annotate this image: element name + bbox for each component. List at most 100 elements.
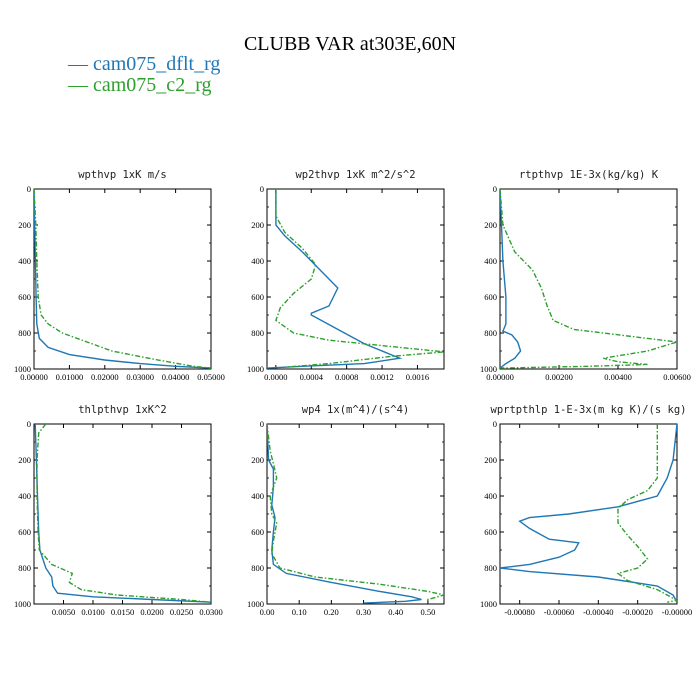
panel-title: wpthvp 1xK m/s <box>78 169 167 181</box>
legend-label-c2: cam075_c2_rg <box>93 74 212 96</box>
x-tick-label: -0.00020 <box>622 607 652 617</box>
y-tick-label: 400 <box>484 491 497 501</box>
y-tick-label: 0 <box>27 184 31 194</box>
series-line-dflt <box>34 424 211 603</box>
plot-frame <box>33 188 212 370</box>
x-tick-label: 0.0050 <box>52 607 75 617</box>
series-line-c2 <box>267 424 444 603</box>
series-line-dflt <box>34 189 211 369</box>
x-tick-label: 0.00600 <box>663 372 691 382</box>
y-tick-label: 1000 <box>480 599 497 609</box>
y-tick-label: 200 <box>484 220 497 230</box>
y-tick-label: 1000 <box>14 599 31 609</box>
x-tick-label: 0.03000 <box>126 372 154 382</box>
x-tick-label: 0.01000 <box>56 372 84 382</box>
y-tick-label: 1000 <box>480 364 497 374</box>
plot-frame <box>33 423 212 605</box>
panel-title: wp4 1x(m^4)/(s^4) <box>302 404 409 416</box>
legend-label-dflt: cam075_dflt_rg <box>93 53 220 75</box>
series-line-c2 <box>36 424 211 603</box>
x-tick-label: 0.0200 <box>140 607 163 617</box>
x-tick-label: 0.00200 <box>545 372 573 382</box>
x-tick-label: 0.10 <box>292 607 307 617</box>
y-tick-label: 800 <box>18 328 31 338</box>
x-tick-label: 0.0016 <box>406 372 429 382</box>
panel-3: rtpthvp 1E-3x(kg/kg) K020040060080010000… <box>480 169 691 382</box>
y-tick-label: 200 <box>251 220 264 230</box>
panel-2: wp2thvp 1xK m^2/s^2020040060080010000.00… <box>247 169 445 382</box>
x-tick-label: -0.00080 <box>504 607 534 617</box>
plot-frame <box>499 188 678 370</box>
series-line-dflt <box>500 189 522 369</box>
y-tick-label: 600 <box>251 292 264 302</box>
plot-frame <box>266 188 445 370</box>
panel-6: wprtpthlp 1-E-3x(m kg K)/(s kg) 0 200 400 60… <box>480 404 692 617</box>
y-tick-label: 1000 <box>247 599 264 609</box>
x-tick-label: 0.04000 <box>162 372 190 382</box>
x-tick-label: 0.30 <box>356 607 371 617</box>
x-tick-label: -0.00000 <box>662 607 692 617</box>
figure-title: CLUBB VAR at303E,60N <box>244 33 456 55</box>
y-tick-label: 400 <box>18 491 31 501</box>
panel-title: thlpthvp 1xK^2 <box>78 404 167 416</box>
x-tick-label: 0.00 <box>260 607 275 617</box>
y-tick-label: 400 <box>484 256 497 266</box>
y-tick-label: 200 <box>18 455 31 465</box>
x-tick-label: -0.00040 <box>583 607 613 617</box>
y-tick-label: 200 <box>484 455 497 465</box>
y-tick-label: 0 <box>493 419 497 429</box>
y-tick-label: 600 <box>18 527 31 537</box>
x-tick-label: 0.0008 <box>335 372 358 382</box>
x-tick-label: 0.0300 <box>199 607 222 617</box>
legend-entry-c2: — cam075_c2_rg <box>67 74 212 96</box>
y-tick-label: 0 <box>260 184 264 194</box>
y-tick-label: 600 <box>251 527 264 537</box>
x-tick-label: 0.0000 <box>264 372 287 382</box>
y-tick-label: 0 <box>27 419 31 429</box>
y-tick-label: 200 <box>18 220 31 230</box>
series-line-dflt <box>267 424 422 604</box>
y-tick-label: 600 <box>484 527 497 537</box>
x-tick-label: 0.02000 <box>91 372 119 382</box>
x-tick-label: 0.0012 <box>370 372 393 382</box>
x-tick-label: 0.0004 <box>300 372 324 382</box>
y-tick-label: 200 <box>251 455 264 465</box>
panel-4: thlpthvp 1xK^2 0 200 400 600 800 1000 0.0050 0.0… <box>14 404 223 617</box>
series-line-c2 <box>500 189 677 369</box>
y-tick-label: 1000 <box>14 364 31 374</box>
y-tick-label: 800 <box>18 563 31 573</box>
y-tick-label: 800 <box>251 328 264 338</box>
plot-frame <box>266 423 445 605</box>
y-tick-label: 800 <box>484 563 497 573</box>
series-line-dflt <box>500 424 677 603</box>
panel-title: wprtpthlp 1-E-3x(m kg K)/(s kg) <box>491 404 687 416</box>
x-tick-label: 0.0250 <box>170 607 193 617</box>
y-tick-label: 400 <box>18 256 31 266</box>
y-tick-label: 800 <box>484 328 497 338</box>
series-line-dflt <box>267 189 403 369</box>
x-tick-label: -0.00060 <box>544 607 574 617</box>
panel-title: rtpthvp 1E-3x(kg/kg) K <box>519 169 659 181</box>
x-tick-label: 0.05000 <box>197 372 225 382</box>
panel-title: wp2thvp 1xK m^2/s^2 <box>295 169 415 181</box>
x-tick-label: 0.00000 <box>486 372 514 382</box>
plot-frame <box>499 423 678 605</box>
series-line-c2 <box>275 189 444 368</box>
x-tick-label: 0.50 <box>420 607 435 617</box>
y-tick-label: 400 <box>251 491 264 501</box>
y-tick-label: 0 <box>260 419 264 429</box>
y-tick-label: 1000 <box>247 364 264 374</box>
x-tick-label: 0.0100 <box>81 607 104 617</box>
y-tick-label: 0 <box>493 184 497 194</box>
legend-entry-dflt: — cam075_dflt_rg <box>67 53 220 75</box>
x-tick-label: 0.0150 <box>111 607 134 617</box>
series-line-c2 <box>34 189 211 369</box>
y-tick-label: 800 <box>251 563 264 573</box>
x-tick-label: 0.00400 <box>604 372 632 382</box>
x-tick-label: 0.40 <box>388 607 403 617</box>
y-tick-label: 400 <box>251 256 264 266</box>
